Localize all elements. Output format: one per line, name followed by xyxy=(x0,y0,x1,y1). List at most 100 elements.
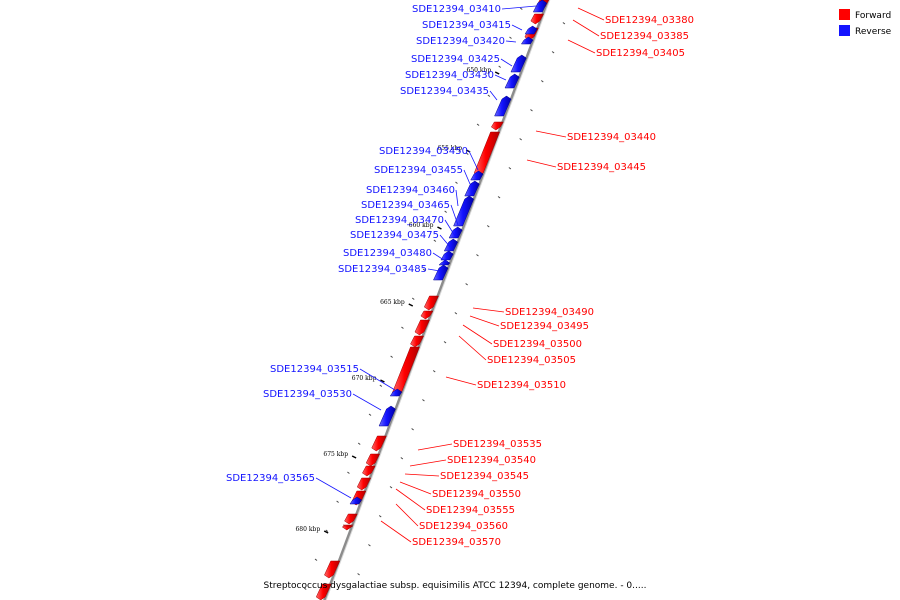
gene-feature[interactable] xyxy=(389,388,403,397)
tick-mark xyxy=(509,36,512,39)
label-leader-line xyxy=(395,488,426,511)
tick-mark xyxy=(390,355,393,358)
tick-mark xyxy=(336,500,339,503)
gene-label[interactable]: SDE12394_03420 xyxy=(416,36,505,47)
gene-label[interactable]: SDE12394_03500 xyxy=(493,339,582,350)
gene-feature[interactable] xyxy=(530,13,544,25)
label-leader-line xyxy=(315,477,352,499)
gene-feature[interactable] xyxy=(378,405,396,427)
gene-feature[interactable] xyxy=(470,170,484,181)
label-leader-line xyxy=(511,24,523,31)
gene-label[interactable]: SDE12394_03430 xyxy=(405,70,494,81)
gene-label[interactable]: SDE12394_03380 xyxy=(605,15,694,26)
gene-feature[interactable] xyxy=(532,0,548,13)
gene-feature[interactable] xyxy=(448,226,463,239)
label-leader-line xyxy=(572,19,600,37)
gene-label[interactable]: SDE12394_03475 xyxy=(350,230,439,241)
gene-label[interactable]: SDE12394_03460 xyxy=(366,185,455,196)
gene-label[interactable]: SDE12394_03450 xyxy=(379,146,468,157)
label-leader-line xyxy=(535,130,567,138)
gene-label[interactable]: SDE12394_03565 xyxy=(226,473,315,484)
label-leader-line xyxy=(359,368,396,391)
tick-mark xyxy=(476,123,480,126)
gene-label[interactable]: SDE12394_03505 xyxy=(487,355,576,366)
gene-label[interactable]: SDE12394_03485 xyxy=(338,264,427,275)
gene-feature[interactable] xyxy=(349,496,362,505)
kbp-label: 650 kbp xyxy=(467,67,492,74)
tick-mark xyxy=(486,225,490,228)
gene-label[interactable]: SDE12394_03515 xyxy=(270,364,359,375)
legend-forward-swatch xyxy=(839,9,850,20)
tick-mark xyxy=(444,210,447,213)
gene-label[interactable]: SDE12394_03445 xyxy=(557,162,646,173)
tick-mark xyxy=(432,370,436,373)
gene-feature[interactable] xyxy=(341,525,354,531)
gene-feature[interactable] xyxy=(344,513,358,525)
gene-feature[interactable] xyxy=(371,435,387,452)
label-leader-line xyxy=(399,481,432,495)
gene-label[interactable]: SDE12394_03480 xyxy=(343,248,432,259)
gene-feature[interactable] xyxy=(420,310,434,320)
label-leader-line xyxy=(444,219,456,237)
gene-labels: SDE12394_03380 SDE12394_03385 SDE12394_034… xyxy=(226,4,694,548)
gene-feature[interactable] xyxy=(391,346,420,397)
label-leader-line xyxy=(432,252,448,263)
gene-label[interactable]: SDE12394_03555 xyxy=(426,505,515,516)
kbp-tick xyxy=(494,71,500,75)
tick-mark xyxy=(357,442,361,445)
gene-label[interactable]: SDE12394_03510 xyxy=(477,380,566,391)
gene-label[interactable]: SDE12394_03440 xyxy=(567,132,656,143)
gene-feature[interactable] xyxy=(423,295,439,311)
gene-label[interactable]: SDE12394_03560 xyxy=(419,521,508,532)
label-leader-line xyxy=(463,169,471,185)
gene-label[interactable]: SDE12394_03540 xyxy=(447,455,536,466)
gene-feature[interactable] xyxy=(315,583,332,600)
gene-label[interactable]: SDE12394_03410 xyxy=(412,4,501,15)
gene-feature[interactable] xyxy=(510,54,527,73)
gene-feature[interactable] xyxy=(356,477,372,491)
gene-label[interactable]: SDE12394_03535 xyxy=(453,439,542,450)
gene-label[interactable]: SDE12394_03490 xyxy=(505,307,594,318)
legend: Forward Reverse xyxy=(839,9,892,37)
tick-mark xyxy=(465,283,468,286)
gene-feature[interactable] xyxy=(524,25,538,35)
gene-label[interactable]: SDE12394_03425 xyxy=(411,54,500,65)
gene-label[interactable]: SDE12394_03570 xyxy=(412,537,501,548)
gene-feature[interactable] xyxy=(453,195,475,227)
gene-feature[interactable] xyxy=(365,453,381,467)
gene-label[interactable]: SDE12394_03405 xyxy=(596,48,685,59)
gene-feature[interactable] xyxy=(410,335,424,348)
gene-feature[interactable] xyxy=(520,36,534,45)
gene-feature[interactable] xyxy=(433,264,449,281)
kbp-label: 670 kbp xyxy=(352,375,377,382)
gene-label[interactable]: SDE12394_03455 xyxy=(374,165,463,176)
label-leader-line xyxy=(427,268,441,272)
kbp-tick xyxy=(408,303,414,307)
tick-mark xyxy=(465,152,469,155)
gene-label[interactable]: SDE12394_03530 xyxy=(263,389,352,400)
gene-feature[interactable] xyxy=(494,95,512,117)
kbp-tick xyxy=(437,226,442,230)
gene-label[interactable]: SDE12394_03545 xyxy=(440,471,529,482)
gene-feature[interactable] xyxy=(491,121,504,131)
gene-feature[interactable] xyxy=(362,465,376,477)
gene-label[interactable]: SDE12394_03435 xyxy=(400,86,489,97)
label-leader-line xyxy=(500,58,513,67)
kbp-scale: 650 kbp 655 kbp 660 kbp 665 kbp 670 kbp 675 k… xyxy=(295,67,500,534)
gene-feature[interactable] xyxy=(504,73,520,89)
gene-feature[interactable] xyxy=(324,560,341,579)
tick-mark xyxy=(303,587,307,590)
gene-label[interactable]: SDE12394_03550 xyxy=(432,489,521,500)
tick-marks xyxy=(303,7,566,590)
gene-label[interactable]: SDE12394_03385 xyxy=(600,31,689,42)
tick-mark xyxy=(389,486,393,489)
tick-mark xyxy=(422,399,425,402)
label-leader-line xyxy=(409,459,447,467)
gene-label[interactable]: SDE12394_03495 xyxy=(500,321,589,332)
gene-label[interactable]: SDE12394_03470 xyxy=(355,215,444,226)
tick-mark xyxy=(357,573,360,576)
kbp-tick xyxy=(323,530,329,534)
gene-label[interactable]: SDE12394_03465 xyxy=(361,200,450,211)
gene-feature[interactable] xyxy=(414,319,430,336)
gene-label[interactable]: SDE12394_03415 xyxy=(422,20,511,31)
